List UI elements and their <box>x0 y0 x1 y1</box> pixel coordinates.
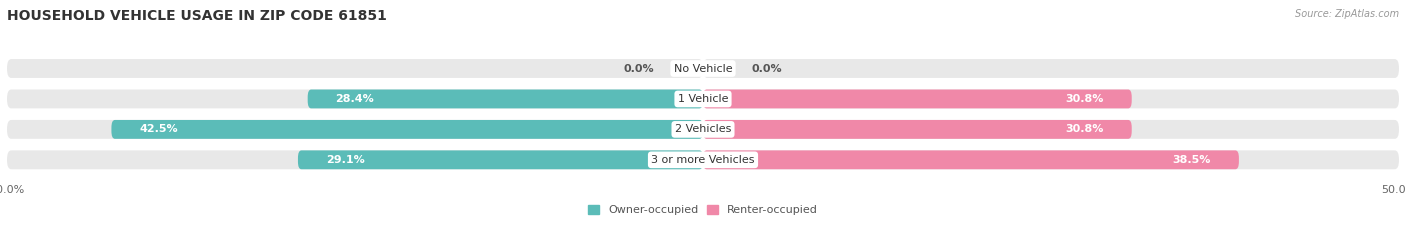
FancyBboxPatch shape <box>703 120 1132 139</box>
FancyBboxPatch shape <box>7 120 703 139</box>
Legend: Owner-occupied, Renter-occupied: Owner-occupied, Renter-occupied <box>583 200 823 219</box>
FancyBboxPatch shape <box>703 150 1399 169</box>
FancyBboxPatch shape <box>298 150 703 169</box>
FancyBboxPatch shape <box>703 150 1239 169</box>
Text: 30.8%: 30.8% <box>1066 94 1104 104</box>
FancyBboxPatch shape <box>7 89 703 108</box>
FancyBboxPatch shape <box>111 120 703 139</box>
Text: 0.0%: 0.0% <box>752 64 782 74</box>
FancyBboxPatch shape <box>703 59 1399 78</box>
FancyBboxPatch shape <box>703 89 1399 108</box>
Text: Source: ZipAtlas.com: Source: ZipAtlas.com <box>1295 9 1399 19</box>
Text: 0.0%: 0.0% <box>624 64 654 74</box>
Text: 2 Vehicles: 2 Vehicles <box>675 124 731 134</box>
Text: 38.5%: 38.5% <box>1173 155 1211 165</box>
Text: No Vehicle: No Vehicle <box>673 64 733 74</box>
Text: 30.8%: 30.8% <box>1066 124 1104 134</box>
Text: 29.1%: 29.1% <box>326 155 364 165</box>
Text: HOUSEHOLD VEHICLE USAGE IN ZIP CODE 61851: HOUSEHOLD VEHICLE USAGE IN ZIP CODE 6185… <box>7 9 387 23</box>
FancyBboxPatch shape <box>308 89 703 108</box>
Text: 1 Vehicle: 1 Vehicle <box>678 94 728 104</box>
Text: 42.5%: 42.5% <box>139 124 179 134</box>
Text: 3 or more Vehicles: 3 or more Vehicles <box>651 155 755 165</box>
FancyBboxPatch shape <box>703 89 1132 108</box>
FancyBboxPatch shape <box>7 59 703 78</box>
Text: 28.4%: 28.4% <box>336 94 374 104</box>
FancyBboxPatch shape <box>7 150 703 169</box>
FancyBboxPatch shape <box>703 120 1399 139</box>
